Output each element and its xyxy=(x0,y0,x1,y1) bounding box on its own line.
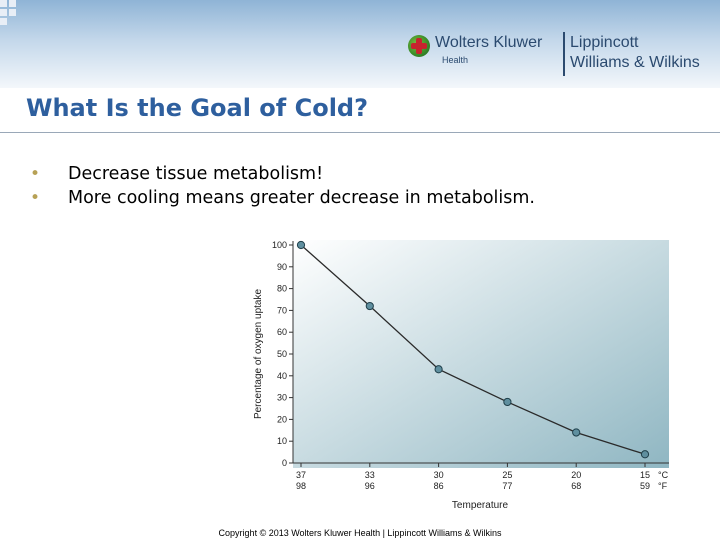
brand-primary: Wolters Kluwer xyxy=(435,34,543,51)
series-line xyxy=(300,244,646,455)
x-axis-label: Temperature xyxy=(452,500,509,511)
lippincott-logo: Lippincott Williams & Wilkins xyxy=(570,33,720,73)
plot-area xyxy=(293,240,669,468)
bullet-dot-icon: • xyxy=(30,188,41,208)
x-tick-label-celsius: 30 xyxy=(434,470,444,480)
x-tick-label-celsius: 20 xyxy=(571,470,581,480)
y-tick-label: 10 xyxy=(277,436,287,446)
x-tick-label-celsius: 37 xyxy=(296,470,306,480)
x-tick-label-fahrenheit: 59 xyxy=(640,481,650,491)
y-tick-label: 40 xyxy=(277,371,287,381)
y-tick-label: 90 xyxy=(277,262,287,272)
x-tick-label-fahrenheit: 86 xyxy=(434,481,444,491)
x-tick-label-fahrenheit: 98 xyxy=(296,481,306,491)
bullet-text: More cooling means greater decrease in m… xyxy=(68,188,535,208)
y-tick-label: 0 xyxy=(282,458,287,468)
x-tick-label-celsius: 33 xyxy=(365,470,375,480)
y-tick-label: 80 xyxy=(277,284,287,294)
slide-title: What Is the Goal of Cold? xyxy=(26,94,369,122)
bullet-dot-icon: • xyxy=(30,164,41,184)
x-tick-label-celsius: 25 xyxy=(502,470,512,480)
data-point xyxy=(434,365,443,374)
y-tick-label: 20 xyxy=(277,414,287,424)
x-unit-fahrenheit: °F xyxy=(658,481,668,491)
data-point xyxy=(365,301,374,311)
x-tick-label-fahrenheit: 96 xyxy=(365,481,375,491)
y-tick-label: 70 xyxy=(277,305,287,315)
brand-secondary-line2: Williams & Wilkins xyxy=(570,54,700,71)
wolters-kluwer-logo: Wolters Kluwer Health xyxy=(408,33,558,73)
data-point xyxy=(640,450,650,459)
decorative-squares xyxy=(0,0,30,30)
copyright-footer: Copyright © 2013 Wolters Kluwer Health |… xyxy=(218,528,502,538)
bullet-list: • Decrease tissue metabolism! • More coo… xyxy=(30,162,590,210)
y-tick-label: 60 xyxy=(277,327,287,337)
data-point xyxy=(296,240,306,250)
y-tick-label: 100 xyxy=(272,240,287,250)
oxygen-uptake-chart: 100 90 80 70 60 50 40 30 20 10 0 37 98 33 96 30 86 25 77 2… xyxy=(245,236,675,516)
y-axis-label: Percentage of oxygen uptake xyxy=(253,289,264,420)
bullet-text: Decrease tissue metabolism! xyxy=(68,164,324,184)
data-point xyxy=(503,397,512,407)
y-tick-label: 30 xyxy=(277,393,287,403)
data-point xyxy=(572,428,581,437)
wolters-kluwer-globe-icon xyxy=(408,35,430,57)
x-unit-celsius: °C xyxy=(658,470,669,480)
x-tick-label-fahrenheit: 77 xyxy=(502,481,512,491)
x-tick-label-celsius: 15 xyxy=(640,470,650,480)
y-tick-label: 50 xyxy=(277,349,287,359)
bullet-item: • Decrease tissue metabolism! xyxy=(30,162,590,186)
brand-sub: Health xyxy=(442,55,469,65)
header-band xyxy=(0,0,720,88)
title-rule xyxy=(0,132,720,133)
brand-secondary-line1: Lippincott xyxy=(570,34,639,51)
x-tick-label-fahrenheit: 68 xyxy=(571,481,581,491)
logo-divider xyxy=(563,32,565,76)
bullet-item: • More cooling means greater decrease in… xyxy=(30,186,590,210)
